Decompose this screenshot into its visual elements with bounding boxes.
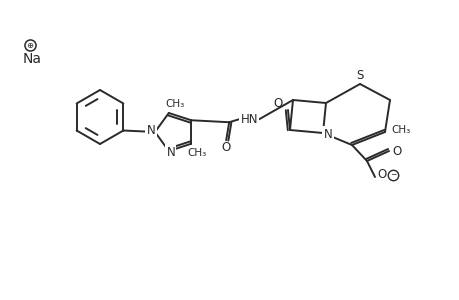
- Text: O: O: [273, 97, 282, 110]
- Text: N: N: [146, 124, 155, 136]
- Text: Na: Na: [22, 52, 41, 66]
- Text: N: N: [166, 146, 175, 158]
- Text: CH₃: CH₃: [165, 99, 184, 109]
- Text: ⊕: ⊕: [27, 40, 34, 50]
- Text: CH₃: CH₃: [391, 125, 410, 135]
- Text: N: N: [323, 128, 332, 140]
- Text: S: S: [356, 68, 363, 82]
- Text: O: O: [376, 169, 386, 182]
- Text: O: O: [221, 141, 230, 154]
- Text: −: −: [389, 170, 395, 179]
- Text: CH₃: CH₃: [187, 148, 207, 158]
- Text: O: O: [392, 145, 401, 158]
- Text: HN: HN: [240, 113, 257, 126]
